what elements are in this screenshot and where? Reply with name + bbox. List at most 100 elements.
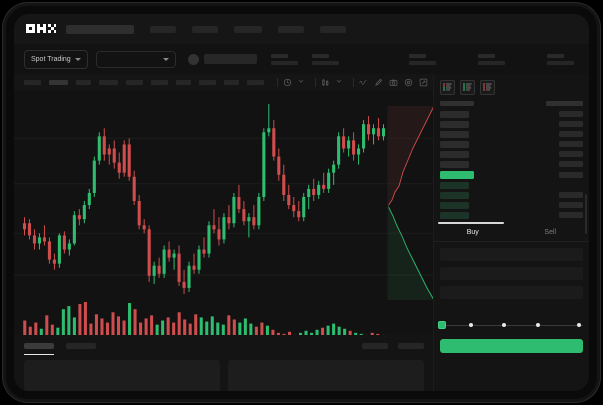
chevron-down-icon[interactable] [298,78,304,87]
toolbar-divider [315,77,316,87]
order-field-amount[interactable] [440,267,583,280]
slider-step-75[interactable] [536,323,540,327]
chevron-down-icon [162,57,169,61]
orderbook-bid-row[interactable] [434,180,589,190]
nav-item-2[interactable] [192,25,218,33]
interval-button-7[interactable] [176,79,191,85]
device-frame: Spot Trading [6,6,597,399]
interval-button-8[interactable] [199,79,216,85]
draw-pencil-icon[interactable] [374,78,383,87]
slider-handle[interactable] [438,321,446,329]
okx-logo-icon[interactable] [26,24,56,34]
amount-percent-slider[interactable] [438,321,585,331]
slider-step-100[interactable] [577,323,581,327]
market-stat-1 [270,53,298,65]
market-stat-2 [311,53,339,65]
bottom-panel-right[interactable] [228,360,424,391]
pair-selector[interactable] [95,50,176,68]
last-price-display [203,54,257,64]
market-stat-label [311,53,329,58]
slider-track [440,325,583,326]
toolbar-divider [277,77,278,87]
nav-item-3[interactable] [234,25,262,33]
settings-gear-icon[interactable] [404,78,413,87]
slider-step-25[interactable] [469,323,473,327]
global-search-input[interactable] [66,24,134,34]
interval-button-4[interactable] [99,79,118,85]
slider-step-50[interactable] [502,323,506,327]
order-field-total[interactable] [440,286,583,299]
orderbook-ask-row[interactable] [434,129,589,139]
nav-item-5[interactable] [320,25,346,33]
orderbook-both-icon[interactable] [440,80,455,95]
orderbook-col-price [440,101,474,106]
interval-button-10[interactable] [247,79,264,85]
chevron-down-icon [74,57,81,61]
order-field-price[interactable] [440,248,583,261]
interval-button-5[interactable] [126,79,143,85]
chart-type-icon[interactable] [321,78,330,87]
nav-item-1[interactable] [150,25,176,33]
orderbook-scrollbar[interactable] [585,194,587,234]
bottom-tab-2[interactable] [66,343,96,349]
orderbook-ask-row[interactable] [434,119,589,129]
toolbar-divider [353,77,354,87]
market-stat-value [477,60,505,65]
order-form [434,242,589,311]
last-price-value [440,170,474,179]
ask-price [440,160,469,168]
orderbook-bid-row[interactable] [434,200,589,210]
market-stat-label [546,53,564,58]
price-chart[interactable] [14,90,434,335]
last-price-amount [559,171,583,178]
market-stat-value [270,60,298,65]
orderbook-bid-row[interactable] [434,190,589,200]
orderbook-bid-row[interactable] [434,210,589,220]
orderbook-asks-icon[interactable] [480,80,495,95]
bottom-section [14,335,434,391]
chevron-down-icon[interactable] [336,78,342,87]
nav-item-4[interactable] [278,25,304,33]
tab-buy[interactable]: Buy [466,229,479,236]
bottom-panels [24,360,424,391]
bid-price [440,181,469,189]
interval-button-1[interactable] [24,79,41,85]
order-form-tabs: Buy Sell [434,222,589,242]
bottom-action-2[interactable] [398,343,424,349]
bottom-panel-left[interactable] [24,360,220,391]
trading-mode-label: Spot Trading [31,55,71,63]
interval-button-9[interactable] [224,79,239,85]
indicator-wave-icon[interactable] [359,78,368,87]
market-stat-label [477,53,495,58]
orderbook-ask-row[interactable] [434,159,589,169]
market-stat-label [408,53,426,58]
time-interval-icon[interactable] [283,78,292,87]
interval-button-6[interactable] [151,79,168,85]
ask-amount [559,141,583,147]
submit-buy-button[interactable] [440,339,583,353]
orderbook-bids-icon[interactable] [460,80,475,95]
market-stat-4 [477,53,505,65]
ask-price [440,120,469,128]
market-stat-5 [546,53,574,65]
market-stat-label [270,53,288,58]
bid-price [440,201,469,209]
bottom-tab-1[interactable] [24,343,54,355]
market-stat-value [311,60,339,65]
camera-snapshot-icon[interactable] [389,78,398,87]
fullscreen-icon[interactable] [419,78,428,87]
trading-mode-button[interactable]: Spot Trading [24,49,88,69]
orderbook-ask-row[interactable] [434,109,589,119]
ask-price [440,130,469,138]
tab-sell[interactable]: Sell [544,229,557,236]
interval-button-3[interactable] [76,79,91,85]
orderbook-header-row [434,99,589,109]
orderbook-ask-row[interactable] [434,139,589,149]
market-subheader: Spot Trading [14,44,589,74]
interval-button-2[interactable] [49,79,68,85]
bid-price [440,191,469,199]
market-stat-value [546,60,574,65]
bottom-action-1[interactable] [362,343,388,349]
ask-amount [559,161,583,167]
orderbook-ask-row[interactable] [434,149,589,159]
